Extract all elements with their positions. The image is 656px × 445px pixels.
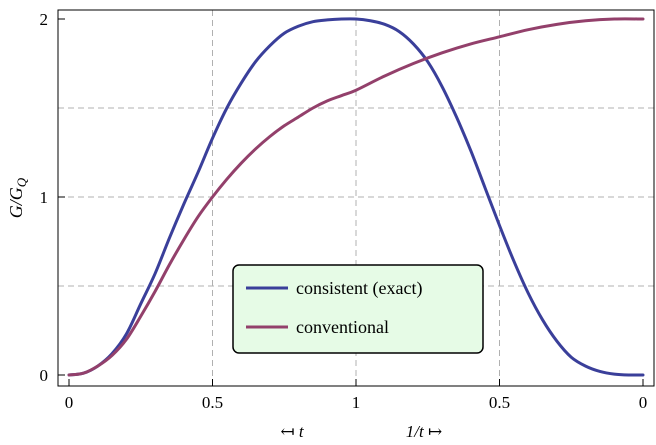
legend-label-conventional: conventional xyxy=(296,317,389,337)
x-axis-label-left: ↤ t xyxy=(280,422,304,441)
svg-text:G/GQ: G/GQ xyxy=(6,177,29,218)
series-line-conventional xyxy=(67,17,645,377)
y-tick-label: 2 xyxy=(40,10,49,29)
y-tick-label: 1 xyxy=(40,188,49,207)
legend-label-consistent: consistent (exact) xyxy=(296,278,422,299)
series xyxy=(67,17,645,377)
y-axis-label-sub: Q xyxy=(14,177,29,187)
legend: consistent (exact) conventional xyxy=(232,264,484,354)
y-tick-label: 0 xyxy=(40,366,49,385)
x-tick-label: 1 xyxy=(352,393,361,412)
x-tick-label: 0.5 xyxy=(489,393,510,412)
legend-box xyxy=(232,264,484,354)
x-tick-label: 0.5 xyxy=(202,393,223,412)
y-axis-label-text: G/G xyxy=(6,187,26,218)
y-axis-label: G/GQ xyxy=(6,177,29,218)
series-line-consistent xyxy=(67,17,645,377)
x-tick-label: 0 xyxy=(639,393,648,412)
x-axis-label-right: 1/t ↦ xyxy=(406,422,442,441)
x-tick-label: 0 xyxy=(65,393,74,412)
